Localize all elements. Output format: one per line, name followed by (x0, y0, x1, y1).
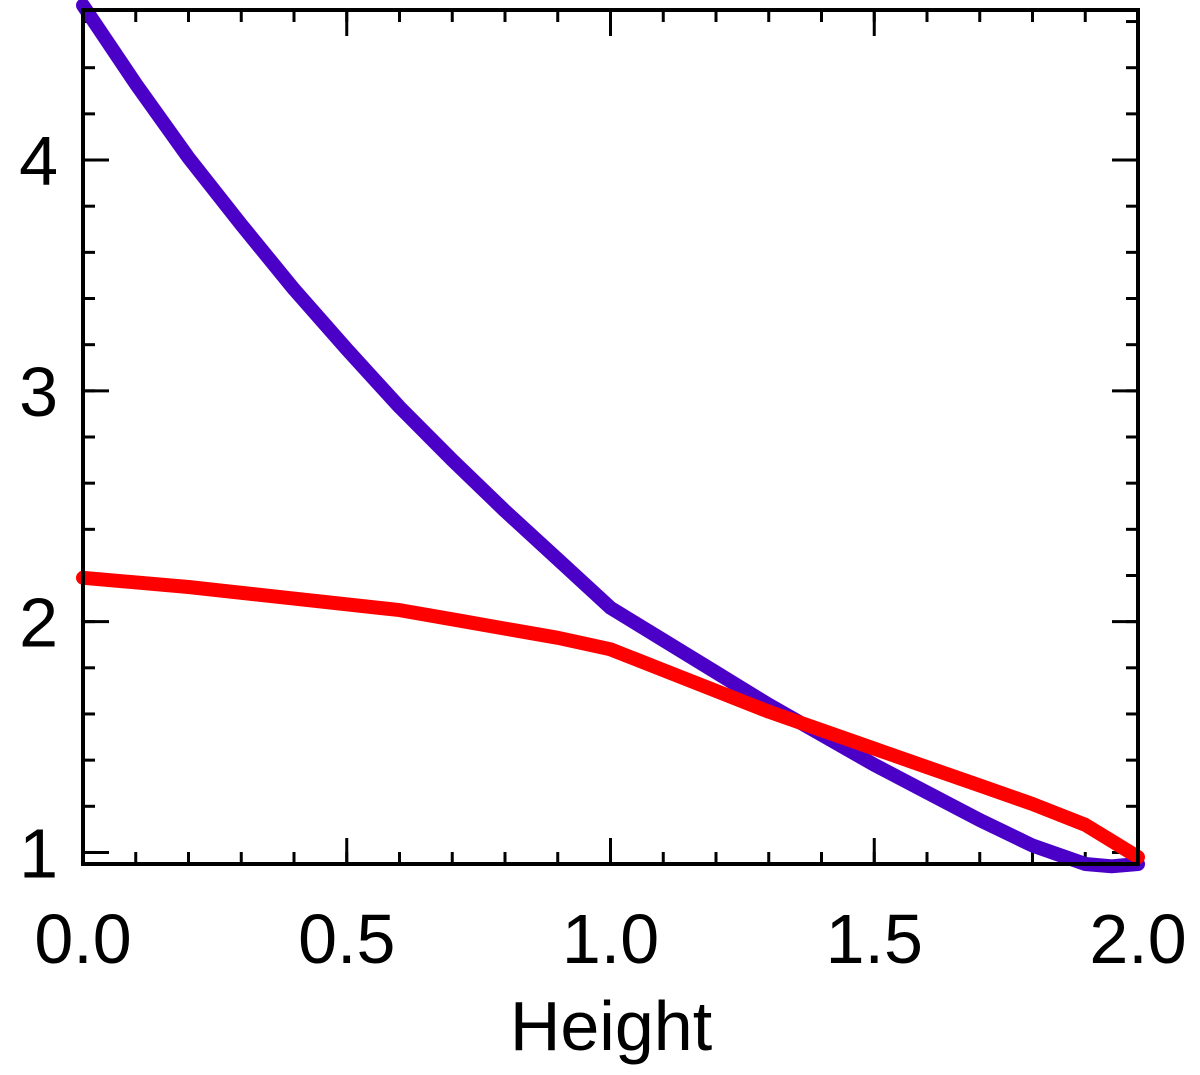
y-tick-label: 3 (19, 353, 58, 431)
series-line-2 (76, 570, 1145, 865)
series-layer (76, 0, 1145, 874)
y-tick-label: 2 (19, 584, 58, 662)
x-tick-label: 0.5 (298, 900, 395, 978)
y-tick-label: 4 (19, 122, 58, 200)
major-ticks (81, 10, 1140, 864)
y-tick-labels: 1 2 3 4 (19, 122, 58, 892)
x-tick-label: 2.0 (1089, 900, 1186, 978)
x-tick-labels: 0.0 0.5 1.0 1.5 2.0 (34, 900, 1186, 978)
series-line-1 (76, 0, 1145, 874)
x-tick-label: 1.0 (562, 900, 659, 978)
x-axis-title: Height (510, 987, 712, 1065)
y-tick-label: 1 (19, 814, 58, 892)
minor-ticks (81, 10, 1140, 864)
x-tick-label: 1.5 (826, 900, 923, 978)
x-tick-label: 0.0 (34, 900, 131, 978)
plot-frame (81, 8, 1140, 866)
